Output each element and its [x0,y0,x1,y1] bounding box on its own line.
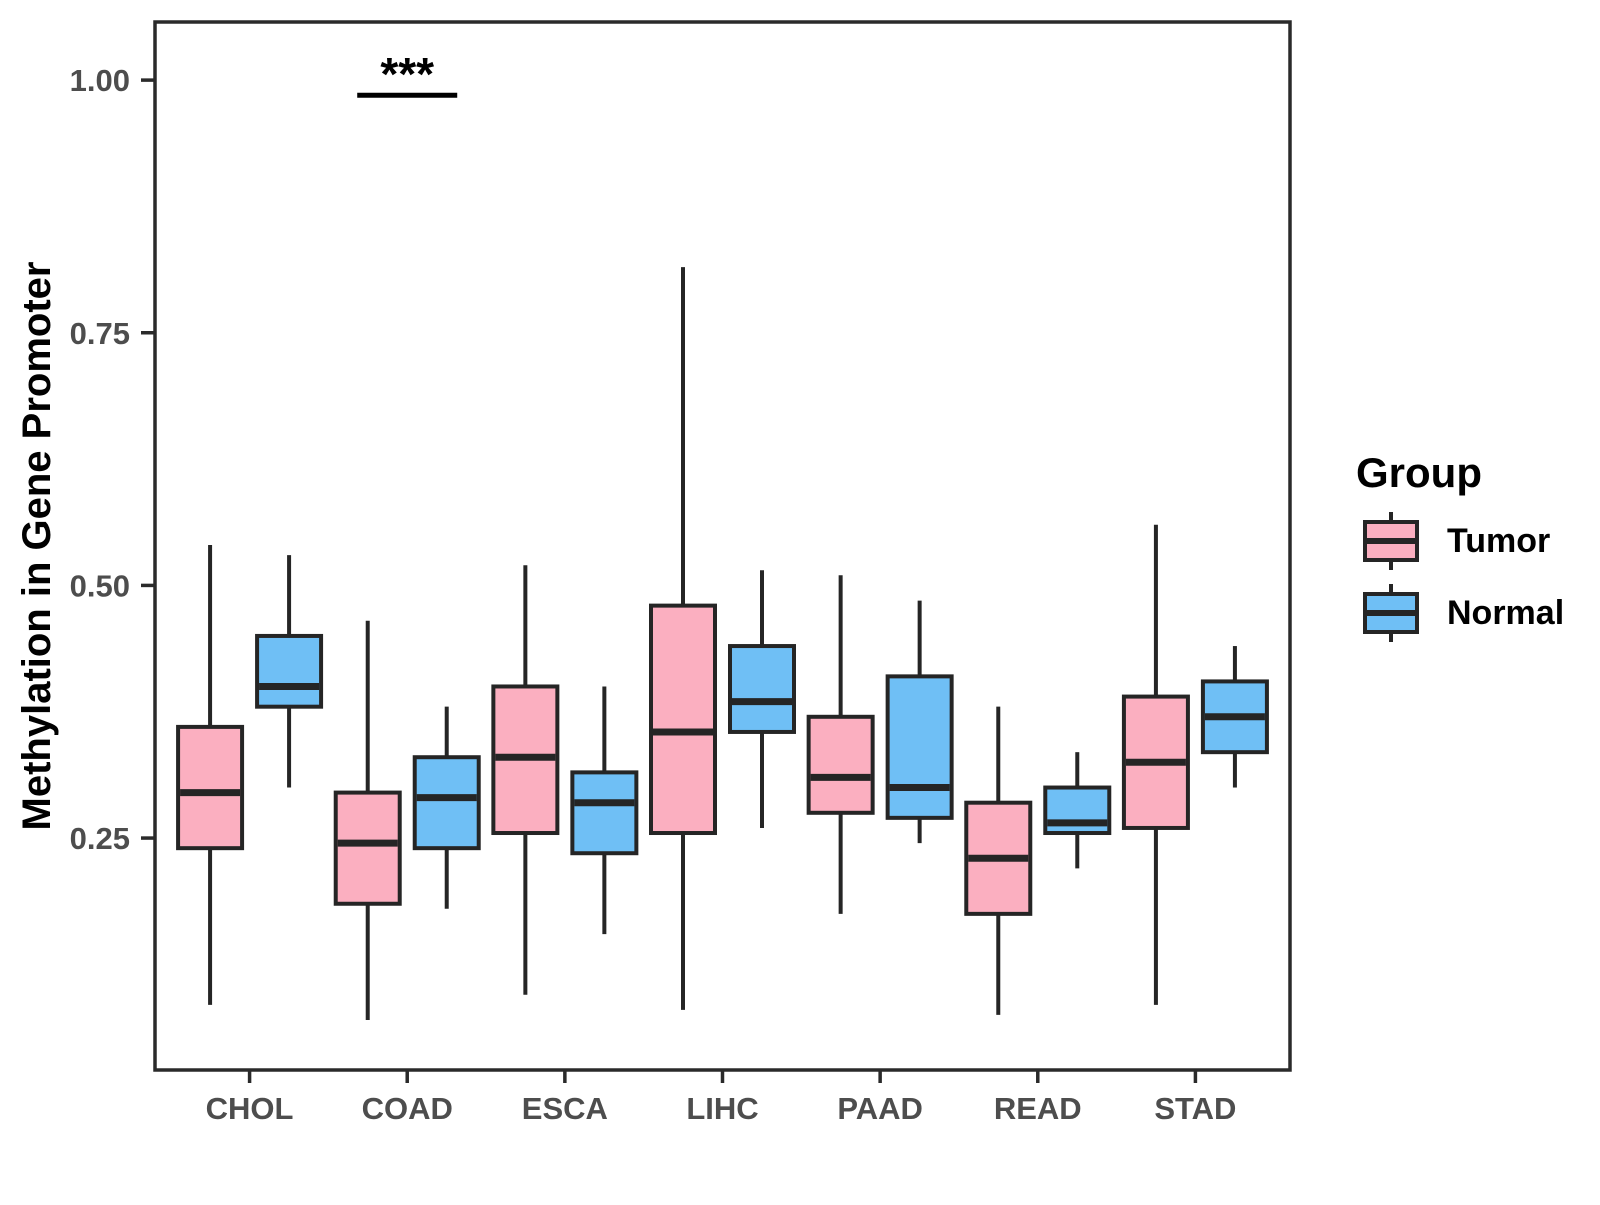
x-tick-label-PAAD: PAAD [837,1091,923,1126]
y-axis-title: Methylation in Gene Promoter [15,262,59,831]
x-tick-label-STAD: STAD [1154,1091,1236,1126]
legend-key-tumor [1363,512,1419,570]
legend-title: Group [1356,449,1482,496]
box-Tumor-CHOL [176,724,245,851]
box-Normal-COAD [412,755,481,851]
legend: Group Tumor Normal [1356,449,1564,642]
x-tick-label-READ: READ [994,1091,1082,1126]
box-Normal-CHOL [255,633,324,709]
legend-label-tumor: Tumor [1447,522,1550,560]
x-tick-label-ESCA: ESCA [522,1091,608,1126]
x-tick-label-CHOL: CHOL [206,1091,294,1126]
box-Tumor-LIHC [649,603,717,836]
panel-border [153,20,1292,1072]
y-tick-label: 0.75 [70,316,130,351]
box-Tumor-PAAD [806,714,875,815]
x-tick-label-LIHC: LIHC [686,1091,758,1126]
y-tick-label: 0.25 [70,821,130,856]
plot-layer: 1.00 0.75 0.50 0.25 CHOL COAD ESCA LIHC PAAD READ… [70,20,1292,1126]
box-Tumor-COAD [333,790,402,906]
legend-key-normal [1363,584,1419,642]
y-tick-label: 0.50 [70,568,130,603]
box-Normal-ESCA [570,770,639,856]
box-Normal-PAAD [885,674,954,820]
legend-label-normal: Normal [1447,594,1564,632]
x-tick-label-COAD: COAD [362,1091,453,1126]
box-Normal-LIHC [728,644,796,734]
significance-stars: *** [380,48,434,100]
y-tick-label: 1.00 [70,63,130,98]
